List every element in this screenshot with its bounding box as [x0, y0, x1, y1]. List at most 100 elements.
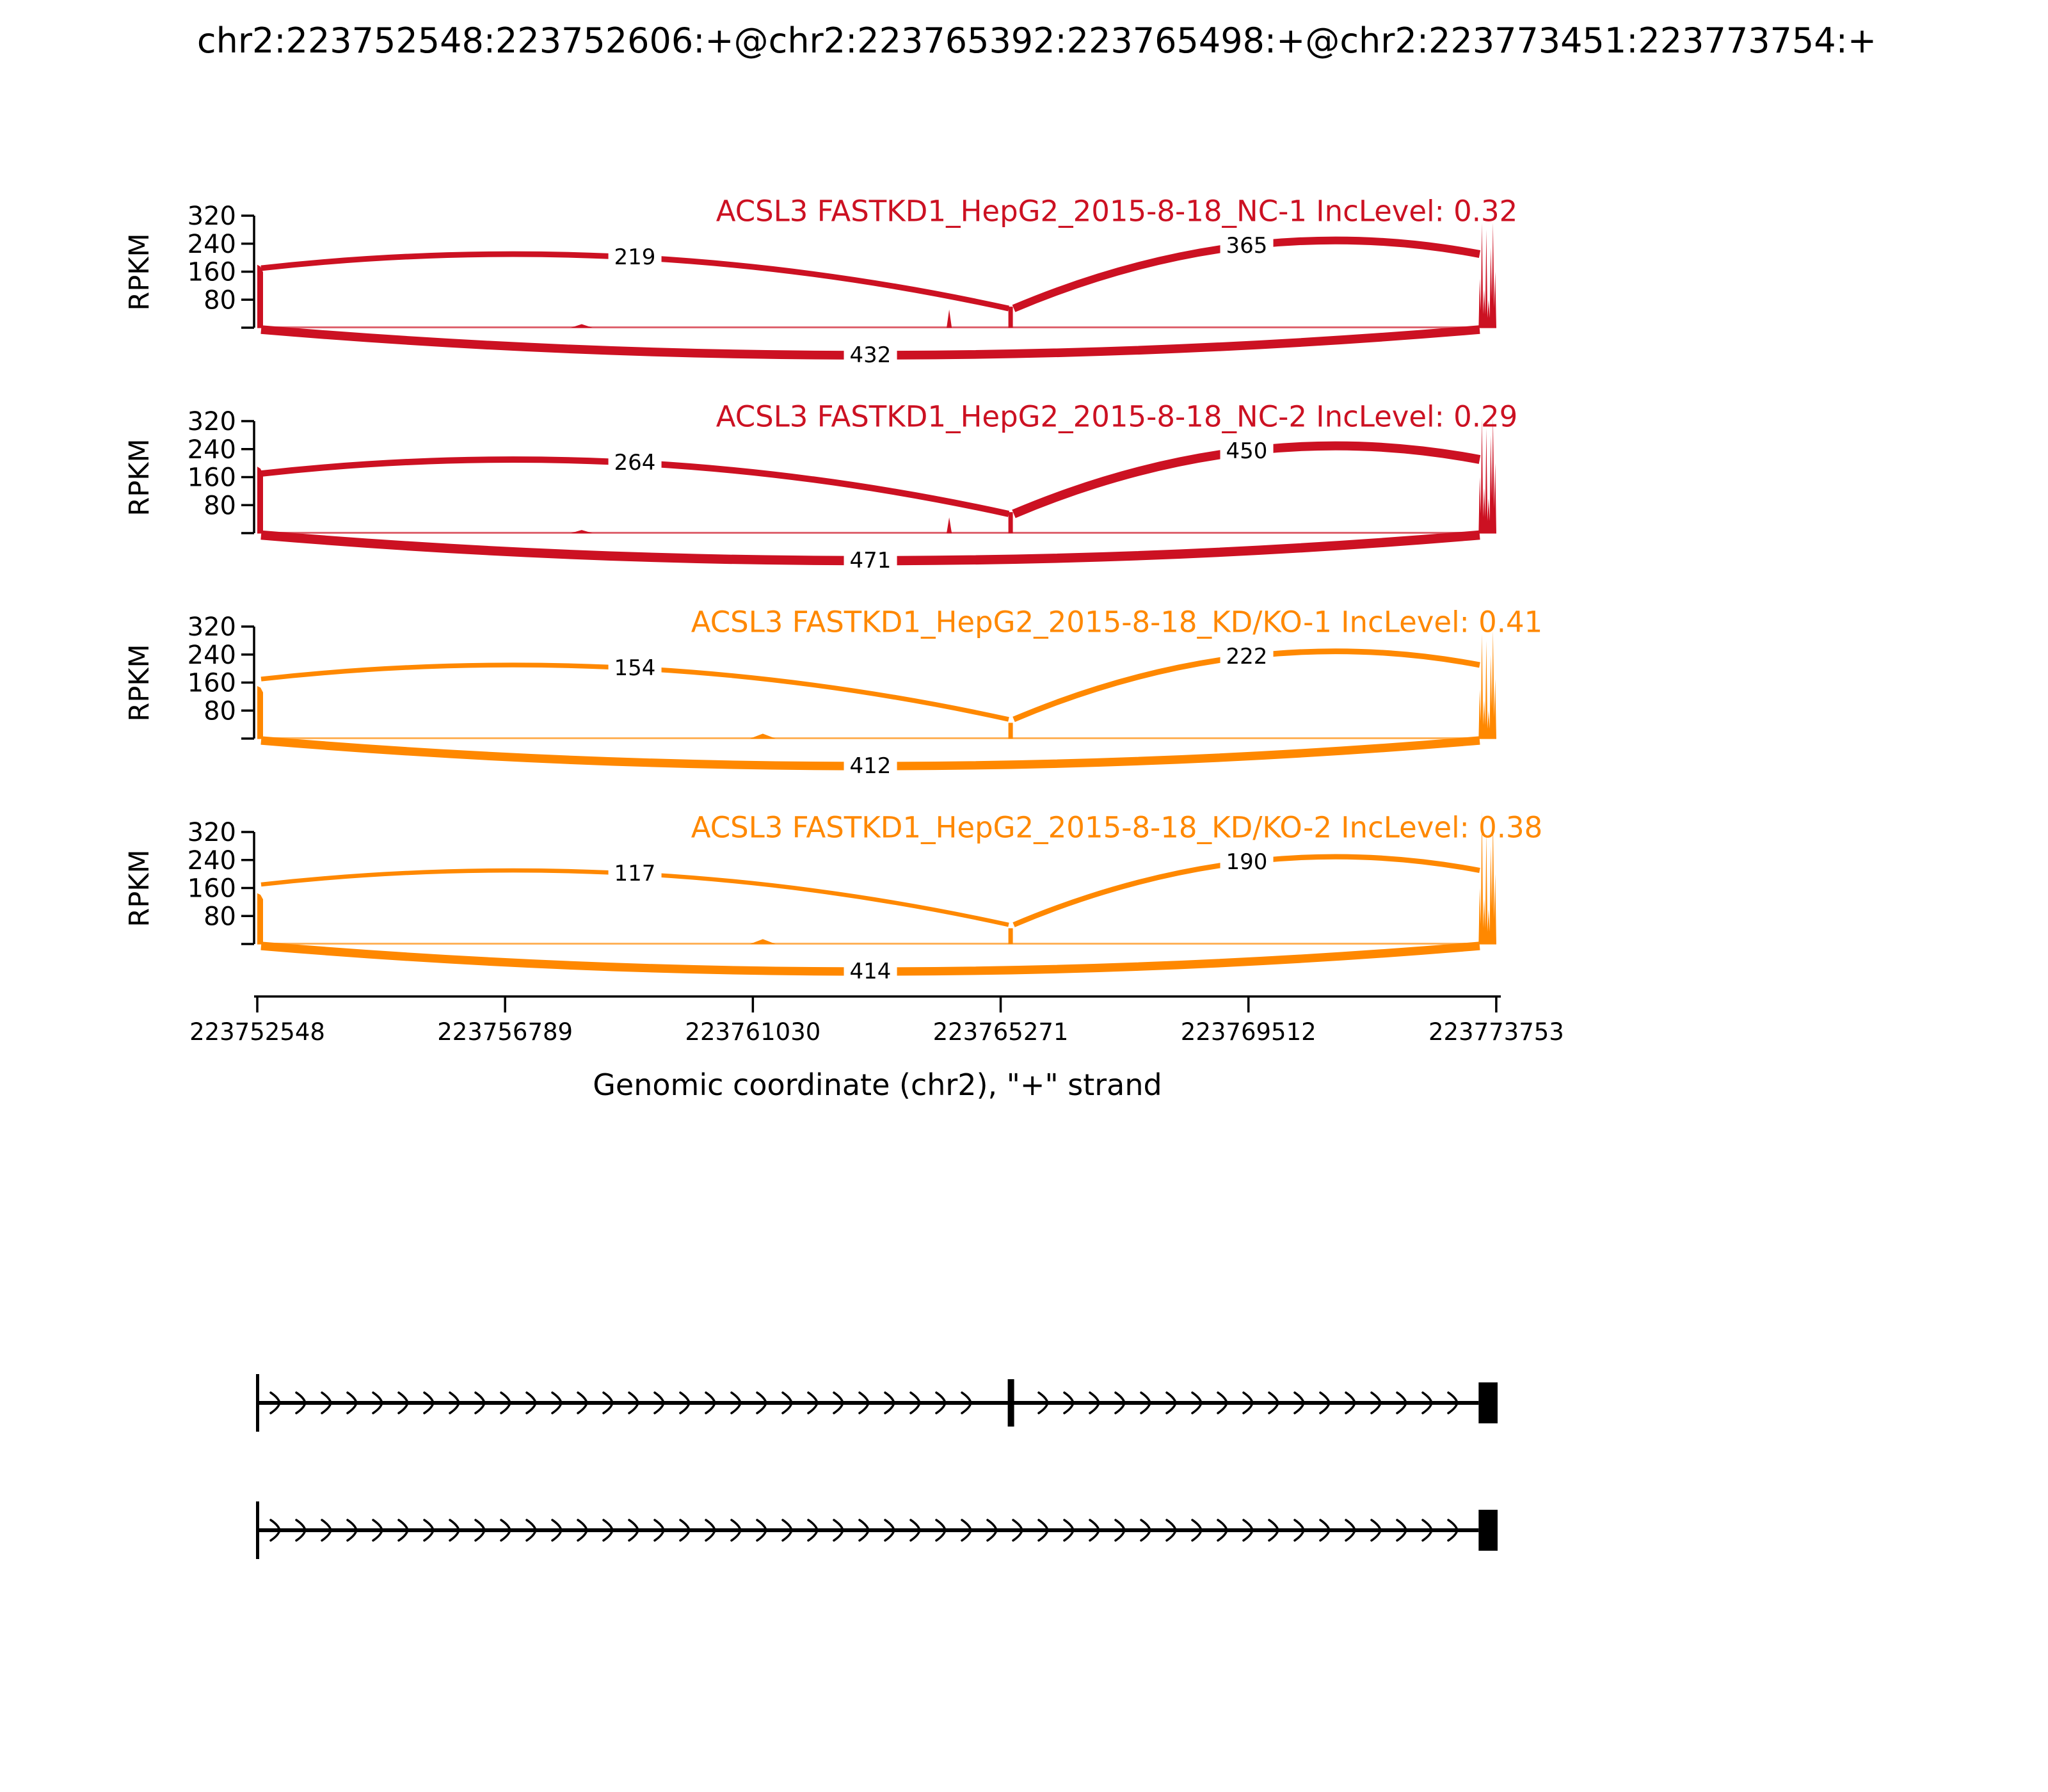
- baseline-coverage: [257, 532, 1496, 534]
- strand-arrow: [602, 1391, 614, 1414]
- strand-arrow: [679, 1391, 691, 1414]
- strand-arrow: [449, 1519, 460, 1542]
- x-axis: 223752548 223756789 223761030 223765271 2237…: [189, 995, 1564, 1046]
- strand-arrow: [500, 1391, 511, 1414]
- y-axis-title: RPKM: [124, 233, 156, 310]
- right-exon-coverage: [1478, 811, 1496, 944]
- intron-coverage-bump: [570, 324, 593, 328]
- y-tick-label: 240: [188, 641, 236, 670]
- strand-arrow: [321, 1519, 332, 1542]
- left-exon-coverage: [257, 685, 263, 739]
- isoform-inclusion: [256, 1374, 1498, 1432]
- strand-arrow: [321, 1391, 332, 1414]
- strand-arrow: [1012, 1519, 1023, 1542]
- strand-arrow: [1191, 1391, 1203, 1414]
- strand-arrow: [577, 1391, 588, 1414]
- strand-arrow: [1242, 1391, 1254, 1414]
- y-tick-label: 240: [188, 435, 236, 465]
- strand-arrow: [1063, 1519, 1075, 1542]
- strand-arrow: [1293, 1391, 1305, 1414]
- middle-exon-box: [1007, 1379, 1014, 1427]
- strand-arrow: [807, 1391, 819, 1414]
- strand-arrow: [705, 1519, 716, 1542]
- middle-exon-coverage: [1008, 723, 1013, 739]
- y-tick-label: 80: [204, 902, 236, 931]
- strand-arrow: [1089, 1519, 1100, 1542]
- strand-arrow: [1345, 1519, 1356, 1542]
- strand-arrow: [730, 1391, 742, 1414]
- strand-arrow: [1140, 1391, 1151, 1414]
- strand-arrow: [1242, 1519, 1254, 1542]
- strand-arrow: [1268, 1519, 1279, 1542]
- exon-start-bar: [256, 1501, 259, 1559]
- strand-arrow: [397, 1391, 409, 1414]
- exon-start-bar: [256, 1374, 259, 1432]
- strand-arrow: [1396, 1391, 1407, 1414]
- baseline-coverage: [257, 326, 1496, 328]
- junction-count-label: 264: [608, 449, 662, 476]
- strand-arrow: [602, 1519, 614, 1542]
- strand-arrow: [653, 1519, 665, 1542]
- x-tick-label: 223761030: [685, 1018, 820, 1046]
- y-tick-label: 80: [204, 696, 236, 726]
- strand-arrow: [628, 1519, 639, 1542]
- left-exon-coverage: [257, 893, 263, 944]
- y-tick-label: 320: [188, 202, 236, 231]
- strand-arrow: [1063, 1391, 1075, 1414]
- y-tick-label: 80: [204, 285, 236, 315]
- track-title: ACSL3 FASTKD1_HepG2_2015-8-18_NC-1 IncLe…: [716, 194, 1518, 228]
- strand-arrow: [423, 1519, 435, 1542]
- strand-arrow: [679, 1519, 691, 1542]
- strand-arrow: [269, 1391, 281, 1414]
- strand-arrow: [781, 1391, 793, 1414]
- strand-arrow: [858, 1391, 870, 1414]
- track-title: ACSL3 FASTKD1_HepG2_2015-8-18_NC-2 IncLe…: [716, 399, 1518, 434]
- y-axis-title: RPKM: [124, 644, 156, 721]
- left-exon-coverage: [257, 467, 263, 533]
- strand-arrow: [986, 1519, 998, 1542]
- strand-arrow: [1217, 1391, 1228, 1414]
- track-title: ACSL3 FASTKD1_HepG2_2015-8-18_KD/KO-2 In…: [691, 810, 1543, 845]
- strand-arrow: [1319, 1519, 1331, 1542]
- x-tick-label: 223765271: [933, 1018, 1069, 1046]
- strand-arrow: [961, 1391, 972, 1414]
- strand-arrow: [269, 1519, 281, 1542]
- baseline-coverage: [257, 737, 1496, 739]
- strand-arrow: [1421, 1391, 1433, 1414]
- intron-coverage-bump: [749, 733, 776, 739]
- junction-count-label: 412: [844, 753, 897, 780]
- y-axis-title: RPKM: [124, 849, 156, 927]
- strand-arrow: [909, 1519, 921, 1542]
- x-axis-label: Genomic coordinate (chr2), "+" strand: [593, 1068, 1162, 1102]
- strand-arrow: [1089, 1391, 1100, 1414]
- strand-arrow: [730, 1519, 742, 1542]
- isoform-skipping: [256, 1501, 1498, 1559]
- strand-arrow: [1319, 1391, 1331, 1414]
- strand-arrow: [295, 1391, 307, 1414]
- strand-arrow: [884, 1519, 895, 1542]
- junction-count-label: 365: [1220, 232, 1274, 259]
- strand-arrow: [1268, 1391, 1279, 1414]
- y-tick-label: 240: [188, 846, 236, 876]
- junction-count-label: 471: [844, 547, 897, 574]
- end-exon-box: [1478, 1382, 1498, 1423]
- strand-arrow: [653, 1391, 665, 1414]
- right-exon-coverage: [1478, 417, 1496, 533]
- track-title: ACSL3 FASTKD1_HepG2_2015-8-18_KD/KO-1 In…: [691, 605, 1543, 639]
- intron-coverage-bump: [570, 530, 593, 533]
- junction-count-label: 154: [608, 655, 662, 682]
- strand-arrow: [500, 1519, 511, 1542]
- middle-exon-coverage: [1008, 928, 1013, 944]
- strand-arrow: [781, 1519, 793, 1542]
- y-tick-label: 80: [204, 491, 236, 520]
- strand-arrow: [474, 1391, 486, 1414]
- strand-arrow: [1217, 1519, 1228, 1542]
- strand-arrow: [295, 1519, 307, 1542]
- strand-arrow: [449, 1391, 460, 1414]
- right-exon-coverage: [1478, 222, 1496, 328]
- strand-arrow: [756, 1391, 767, 1414]
- strand-arrow: [884, 1391, 895, 1414]
- strand-arrow: [705, 1391, 716, 1414]
- strand-arrow: [1165, 1519, 1177, 1542]
